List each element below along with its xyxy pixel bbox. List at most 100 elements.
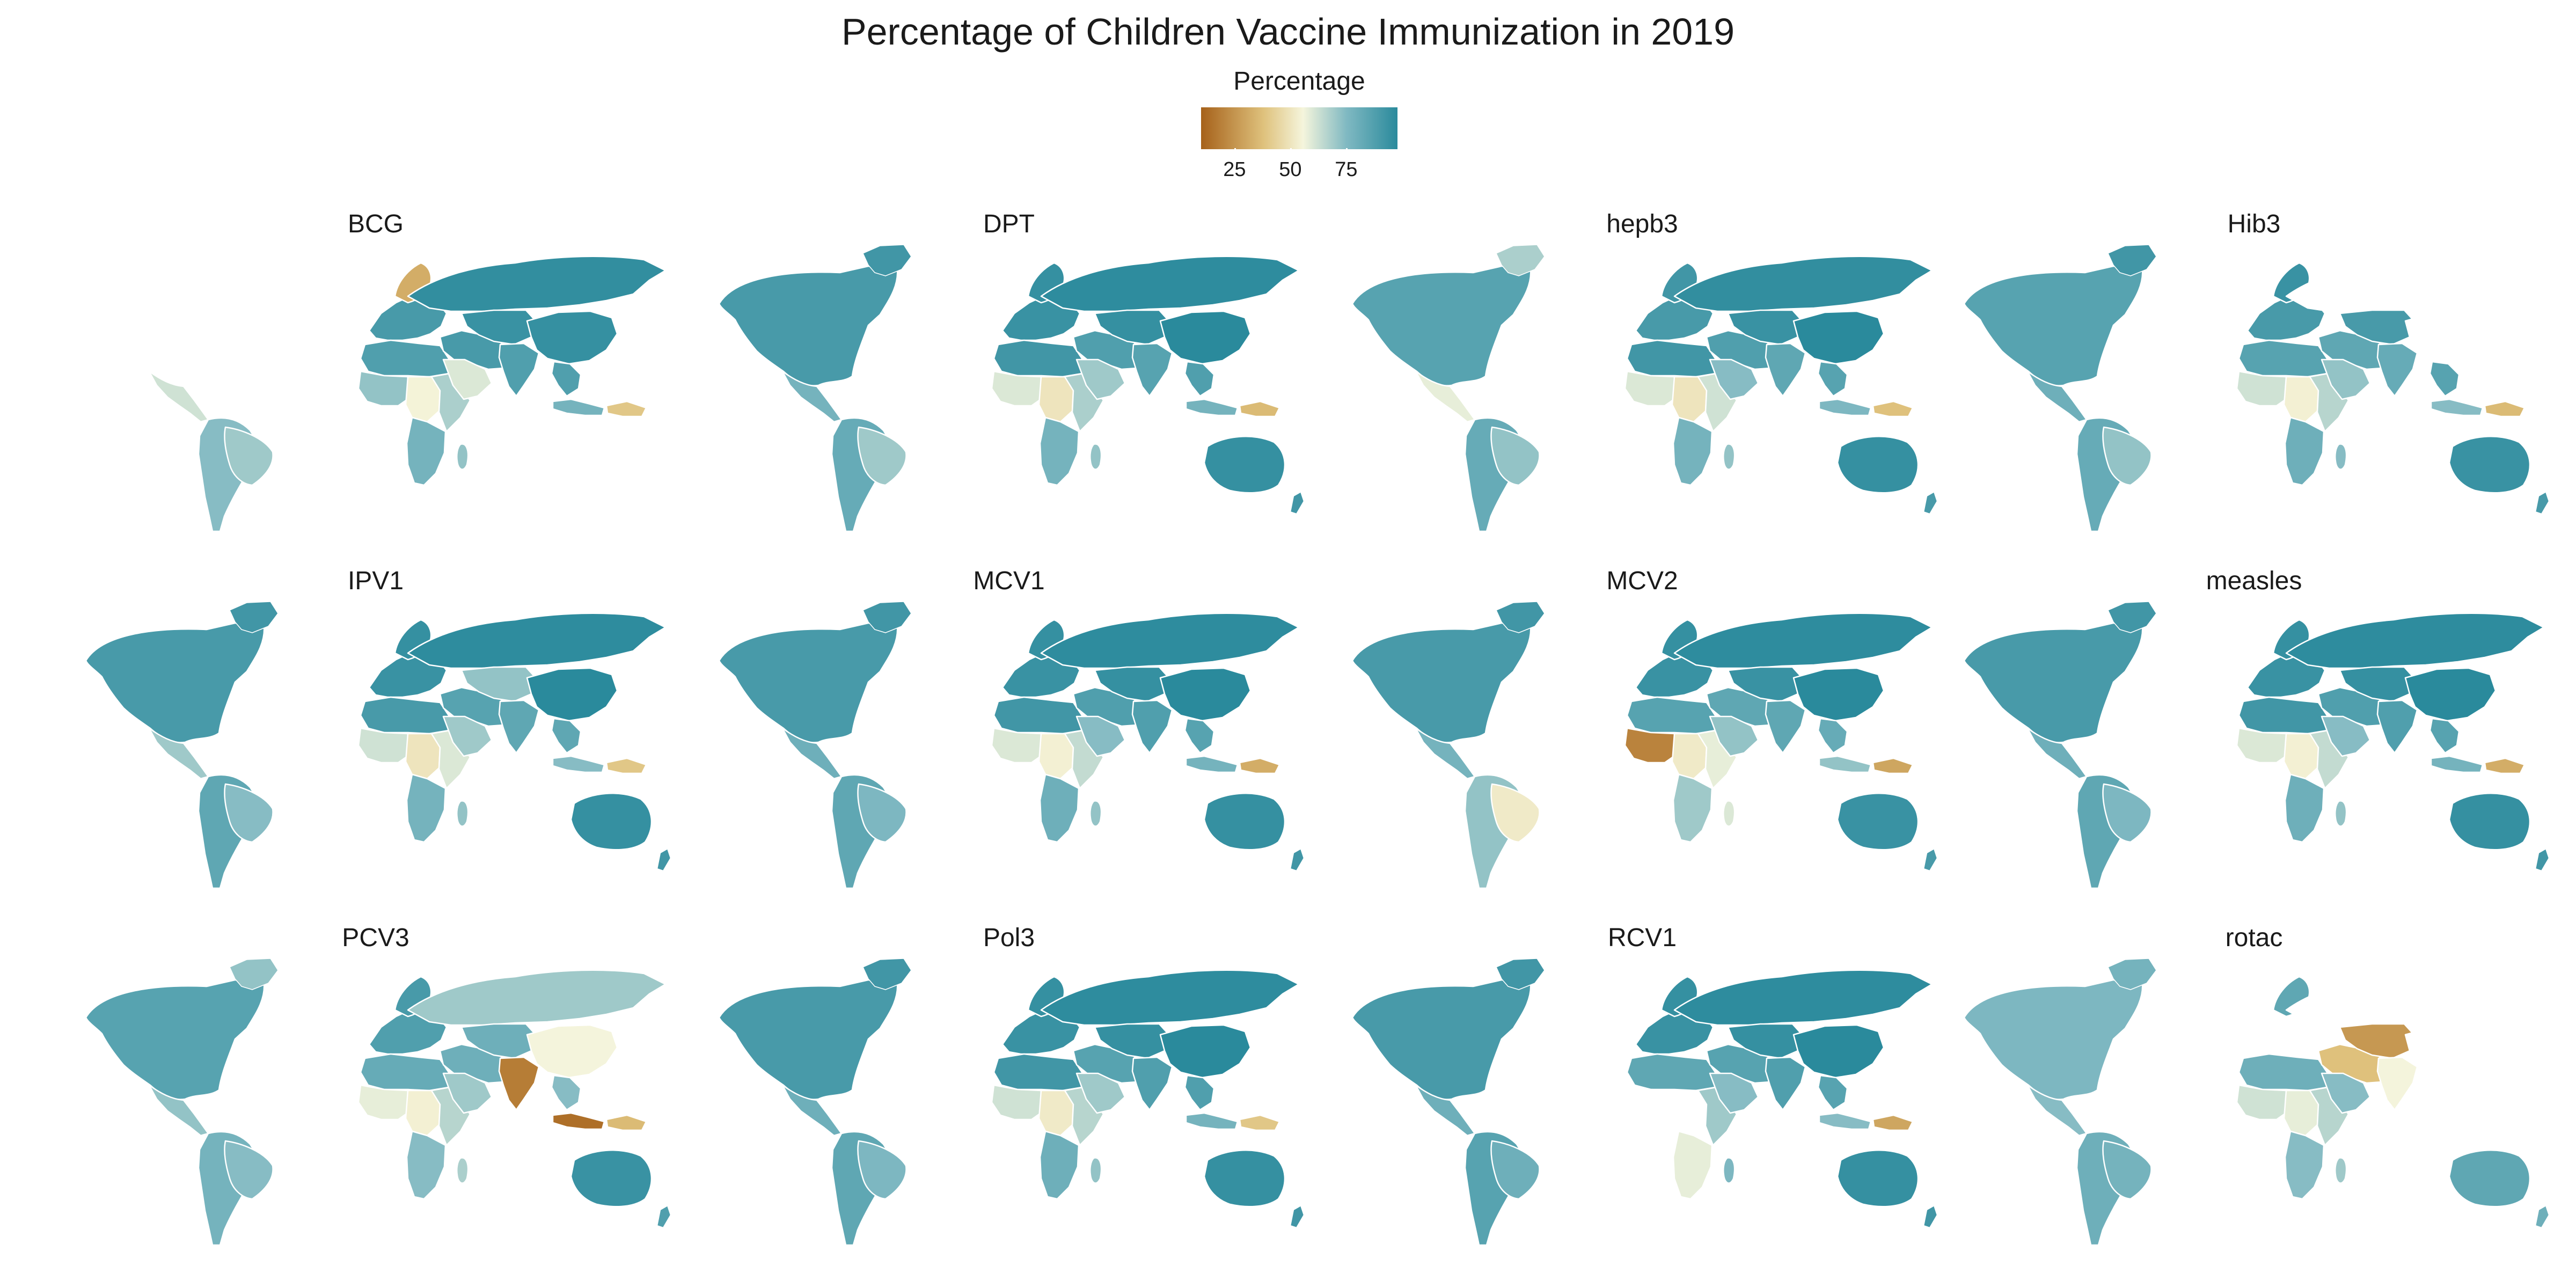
region-papua (2484, 400, 2526, 418)
region-madagascar (1723, 443, 1736, 470)
map-panel-rcv1: RCV1 (1331, 923, 1953, 1256)
map-panel-mcv1: MCV1 (698, 566, 1320, 899)
region-russia (1040, 612, 1300, 669)
region-central-america (148, 727, 209, 780)
region-russia (1673, 255, 1933, 312)
region-west-africa (2236, 370, 2288, 407)
region-china (1159, 1024, 1252, 1079)
panel-title: hepb3 (1606, 210, 1678, 238)
region-madagascar (456, 800, 469, 827)
region-south-asia (498, 1056, 540, 1111)
region-north-africa (360, 1053, 450, 1092)
region-north-africa (1626, 1053, 1716, 1092)
region-central-america (148, 370, 209, 423)
region-south-asia (1765, 1056, 1806, 1111)
region-russia (2285, 969, 2545, 1026)
region-central-america (781, 1084, 843, 1137)
region-central-asia (460, 309, 538, 346)
region-north-africa (360, 696, 450, 735)
world-map (1351, 244, 1938, 532)
region-southern-africa (406, 1130, 447, 1200)
map-panel-bcg: BCG (64, 209, 687, 542)
region-indonesia (552, 1112, 605, 1130)
region-china (2404, 1024, 2497, 1079)
region-north-america (1351, 265, 1532, 386)
region-central-asia (2339, 309, 2416, 346)
region-china (1159, 667, 1252, 722)
region-north-america (1351, 979, 1532, 1100)
region-north-africa (1626, 696, 1716, 735)
region-arabia (442, 1072, 493, 1114)
region-southern-africa (2284, 773, 2325, 843)
region-north-africa (360, 339, 450, 378)
region-arabia (2321, 358, 2371, 400)
region-north-america (1963, 622, 2143, 743)
world-map (1963, 601, 2550, 889)
region-south-asia (498, 342, 540, 397)
region-north-africa (993, 1053, 1083, 1092)
region-arabia (1709, 358, 1759, 400)
region-south-asia (1765, 699, 1806, 754)
region-greenland (229, 601, 279, 633)
region-southeast-asia (1184, 718, 1215, 754)
region-brazil (2102, 426, 2152, 486)
region-north-america (1351, 622, 1532, 743)
color-legend: Percentage 25 50 75 (1201, 67, 1397, 190)
region-china (526, 667, 618, 722)
region-north-america (1963, 265, 2143, 386)
region-china (1159, 310, 1252, 365)
world-map (1351, 958, 1938, 1246)
region-greenland (862, 601, 912, 633)
region-southern-africa (2284, 416, 2325, 486)
legend-color-bar (1201, 107, 1397, 149)
region-indonesia (1185, 398, 1239, 416)
region-papua (605, 400, 647, 418)
region-australia (1203, 793, 1286, 851)
region-indonesia (552, 398, 605, 416)
region-indonesia (1818, 755, 1872, 773)
region-central-america (2026, 727, 2088, 780)
region-russia (1040, 255, 1300, 312)
region-new-zealand (2534, 1204, 2550, 1229)
panel-title: IPV1 (347, 567, 404, 595)
region-north-america (718, 265, 898, 386)
region-indonesia (1818, 1112, 1872, 1130)
region-greenland (2107, 601, 2157, 633)
region-southern-africa (406, 416, 447, 486)
map-panel-mcv2: MCV2 (1331, 566, 1953, 899)
region-north-america (1963, 979, 2143, 1100)
region-australia (570, 436, 653, 494)
region-southeast-asia (2429, 1074, 2460, 1111)
region-china (2404, 310, 2497, 365)
world-map (718, 958, 1305, 1246)
map-panel-ipv1: IPV1 (64, 566, 687, 899)
world-map (1963, 244, 2550, 532)
world-map (85, 244, 672, 532)
region-new-zealand (656, 1204, 672, 1229)
region-west-africa (2236, 727, 2288, 764)
region-russia (1040, 969, 1300, 1026)
region-southern-africa (1039, 416, 1080, 486)
region-australia (570, 793, 653, 851)
region-south-asia (1131, 1056, 1173, 1111)
legend-label-75: 75 (1335, 158, 1358, 181)
region-new-zealand (1289, 847, 1305, 872)
region-brazil (857, 426, 907, 486)
region-south-asia (498, 699, 540, 754)
region-central-asia (1094, 666, 1171, 702)
panel-title: DPT (983, 210, 1035, 238)
region-brazil (857, 1140, 907, 1200)
region-southeast-asia (551, 361, 582, 397)
region-arabia (1075, 358, 1126, 400)
region-west-africa (357, 727, 410, 764)
region-new-zealand (2534, 847, 2550, 872)
region-southern-africa (2284, 1130, 2325, 1200)
region-brazil (1490, 426, 1540, 486)
region-north-africa (2238, 1053, 2328, 1092)
map-panel-hepb3: hepb3 (1331, 209, 1953, 542)
panel-title: PCV3 (342, 924, 409, 952)
region-new-zealand (1289, 491, 1305, 515)
region-madagascar (1723, 1157, 1736, 1184)
region-papua (1872, 400, 1914, 418)
region-australia (2448, 436, 2531, 494)
